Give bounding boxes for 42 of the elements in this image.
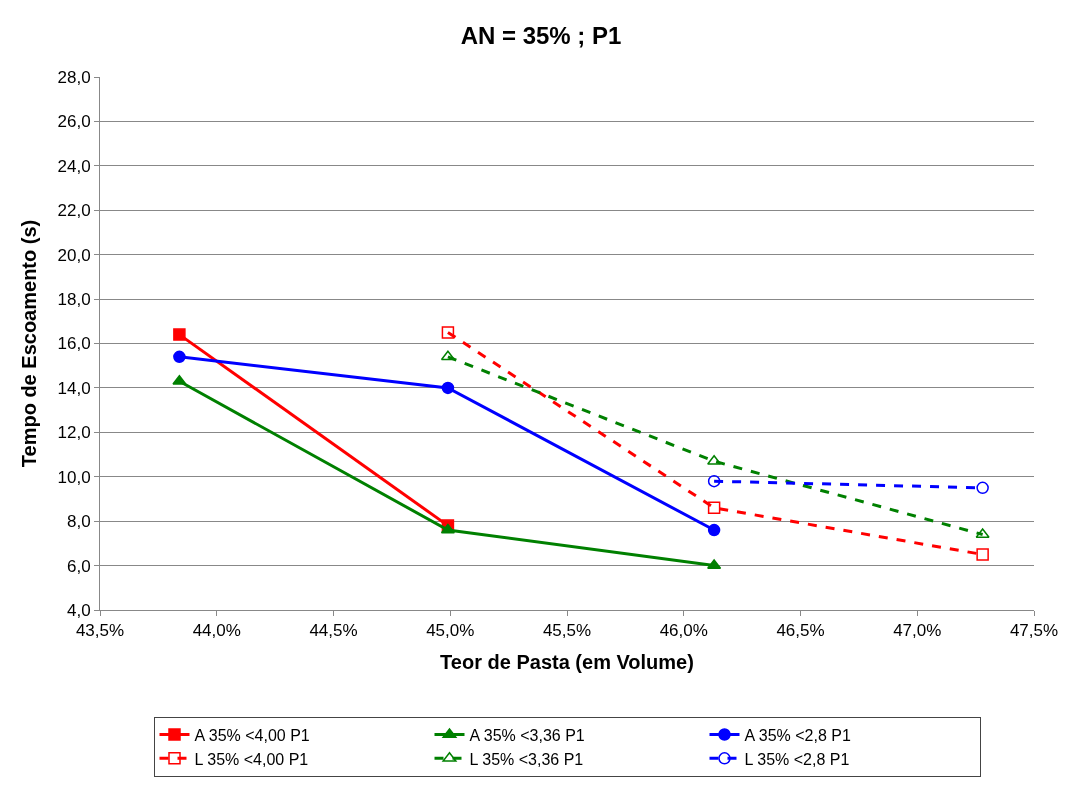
y-tick-label: 24,0 (57, 156, 91, 176)
point (707, 523, 721, 537)
y-tick-label: 20,0 (57, 245, 91, 265)
y-tick-label: 6,0 (66, 556, 91, 576)
legend-label: L 35% <2,8 P1 (744, 750, 850, 768)
y-tick-label: 26,0 (57, 112, 91, 132)
point (173, 350, 186, 364)
y-tick-label: 22,0 (57, 201, 91, 221)
legend-label: A 35% <3,36 P1 (469, 726, 585, 744)
point (976, 548, 989, 561)
y-tick-label: 28,0 (57, 67, 91, 87)
x-tick-label: 45,5% (542, 621, 592, 641)
y-axis-title: Tempo de Escoamento (s) (18, 219, 41, 468)
y-tick-label: 10,0 (57, 467, 91, 487)
x-tick-label: 44,0% (192, 621, 241, 641)
legend-label: L 35% <3,36 P1 (469, 750, 584, 768)
x-tick-label: 47,5% (1009, 621, 1059, 641)
y-tick-label: 12,0 (57, 423, 91, 443)
point (441, 381, 455, 395)
point (707, 559, 722, 570)
chart-title: AN = 35% ; P1 (460, 22, 622, 50)
x-axis-title: Teor de Pasta (em Volume) (440, 650, 694, 673)
x-tick-label: 47,0% (893, 621, 942, 641)
y-tick-label: 14,0 (57, 378, 91, 398)
legend-label: A 35% <4,00 P1 (194, 726, 310, 744)
point (976, 481, 989, 495)
y-tick-label: 16,0 (57, 334, 91, 354)
y-tick-label: 8,0 (66, 512, 91, 532)
point (707, 454, 722, 465)
legend-label: A 35% <2,8 P1 (744, 726, 851, 744)
point (441, 326, 455, 339)
legend-label: L 35% <4,00 P1 (194, 750, 309, 768)
y-tick-label: 18,0 (57, 290, 91, 310)
x-tick-label: 46,5% (776, 621, 825, 641)
point (707, 501, 721, 515)
y-tick-label: 4,0 (66, 600, 91, 620)
x-tick-label: 44,5% (309, 621, 358, 641)
point (173, 328, 186, 341)
x-tick-label: 46,0% (659, 621, 708, 641)
x-tick-label: 45,0% (426, 621, 475, 641)
x-tick-label: 43,5% (75, 621, 125, 641)
point (707, 474, 721, 488)
